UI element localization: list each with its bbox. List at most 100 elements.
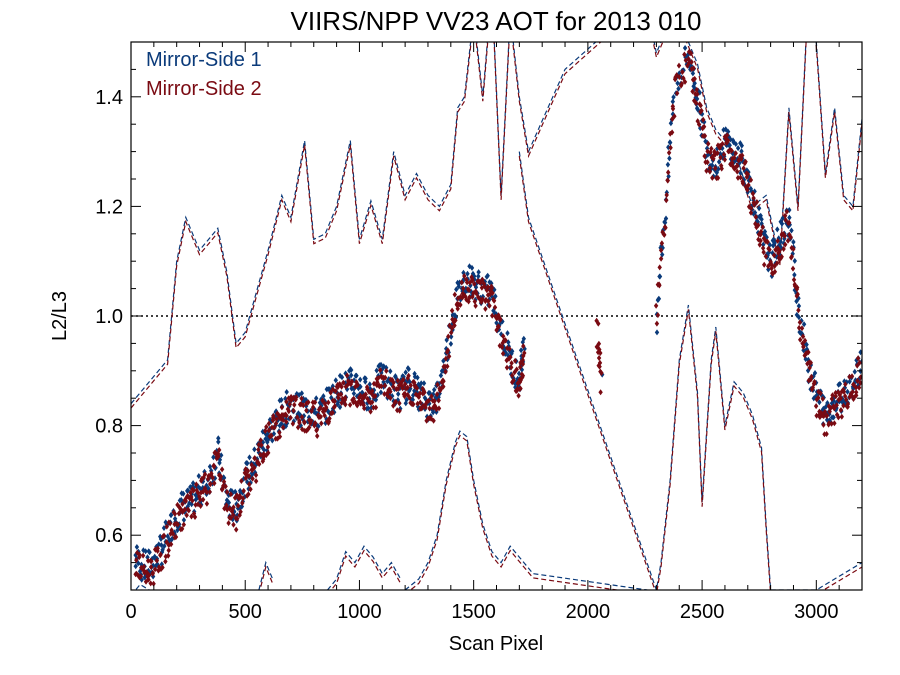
envelope-line-bottom-series-1: [404, 430, 648, 590]
point-series-2: [845, 401, 851, 407]
point-series-1: [720, 154, 725, 161]
point-series-2: [683, 57, 688, 64]
point-series-2: [740, 180, 746, 187]
point-series-2: [706, 140, 711, 147]
point-series-2: [491, 297, 497, 304]
point-series-2: [686, 56, 691, 62]
point-series-1: [767, 241, 772, 248]
point-series-2: [442, 363, 448, 370]
point-series-2: [729, 147, 734, 154]
point-series-2: [328, 389, 333, 396]
point-series-2: [373, 404, 379, 411]
point-series-2: [238, 508, 243, 515]
point-series-2: [665, 177, 670, 184]
point-series-1: [738, 170, 743, 177]
point-series-2: [518, 377, 523, 384]
point-series-1: [791, 239, 796, 245]
point-series-2: [858, 374, 862, 381]
point-series-2: [698, 102, 703, 109]
point-series-2: [286, 408, 291, 415]
point-series-2: [208, 480, 213, 487]
point-series-2: [449, 329, 454, 336]
point-series-2: [735, 162, 740, 169]
point-series-2: [669, 129, 675, 136]
point-series-1: [779, 220, 785, 227]
point-series-2: [853, 384, 859, 391]
point-series-2: [834, 402, 839, 409]
point-series-2: [332, 403, 337, 410]
point-series-2: [666, 149, 672, 156]
point-series-2: [295, 414, 300, 421]
envelope-line-bottom-series-2: [409, 434, 622, 590]
point-series-2: [520, 361, 526, 367]
point-series-1: [757, 213, 762, 220]
point-series-1: [520, 339, 525, 346]
point-series-2: [395, 377, 400, 384]
point-series-2: [521, 343, 526, 350]
point-series-2: [843, 381, 848, 388]
point-series-1: [217, 459, 222, 466]
point-series-2: [443, 355, 449, 362]
point-series-2: [797, 319, 803, 326]
point-series-2: [284, 412, 289, 419]
point-series-2: [324, 404, 329, 411]
point-series-2: [682, 51, 687, 58]
point-series-2: [597, 359, 603, 366]
point-series-1: [691, 83, 696, 90]
point-series-1: [448, 340, 454, 347]
point-series-2: [680, 69, 685, 75]
point-series-2: [700, 125, 705, 132]
point-series-2: [240, 500, 245, 506]
point-series-2: [657, 264, 662, 271]
point-series-2: [833, 393, 838, 400]
point-series-2: [856, 384, 862, 391]
point-series-1: [779, 244, 784, 251]
point-series-2: [745, 186, 750, 193]
point-series-2: [740, 152, 745, 159]
point-series-2: [343, 394, 348, 401]
point-series-1: [682, 45, 688, 51]
point-series-2: [180, 501, 185, 507]
point-series-2: [294, 394, 299, 401]
point-series-2: [202, 471, 208, 478]
point-series-2: [371, 404, 376, 411]
point-series-1: [666, 144, 671, 151]
point-series-1: [432, 386, 437, 393]
point-series-1: [837, 380, 843, 387]
point-series-1: [396, 391, 401, 397]
point-series-2: [382, 382, 388, 389]
point-series-2: [473, 302, 478, 309]
point-series-1: [261, 446, 267, 453]
point-series-2: [449, 307, 455, 314]
point-series-2: [292, 401, 297, 408]
point-series-2: [231, 504, 236, 511]
point-series-1: [815, 391, 820, 398]
point-series-2: [713, 151, 718, 158]
point-series-2: [695, 91, 700, 98]
point-series-2: [406, 372, 411, 379]
point-series-2: [668, 130, 673, 137]
point-series-2: [814, 396, 819, 403]
point-series-1: [161, 525, 167, 531]
point-series-2: [216, 453, 221, 460]
point-series-2: [314, 426, 320, 433]
point-series-1: [384, 364, 389, 371]
point-series-1: [698, 125, 703, 132]
y-tick-label: 0.6: [95, 525, 123, 547]
point-series-2: [400, 385, 405, 392]
point-series-2: [226, 520, 231, 527]
point-series-2: [820, 395, 825, 402]
point-series-2: [308, 417, 314, 424]
point-series-1: [668, 139, 673, 146]
point-series-2: [466, 287, 472, 294]
point-series-2: [436, 397, 441, 404]
point-series-1: [196, 473, 201, 479]
point-series-2: [596, 355, 602, 361]
point-series-2: [220, 485, 225, 492]
point-series-2: [145, 557, 151, 564]
point-series-2: [789, 244, 794, 251]
point-series-2: [271, 413, 276, 419]
point-series-1: [367, 381, 372, 388]
envelope-line-upper-series-1: [131, 42, 862, 405]
point-series-2: [245, 468, 251, 474]
